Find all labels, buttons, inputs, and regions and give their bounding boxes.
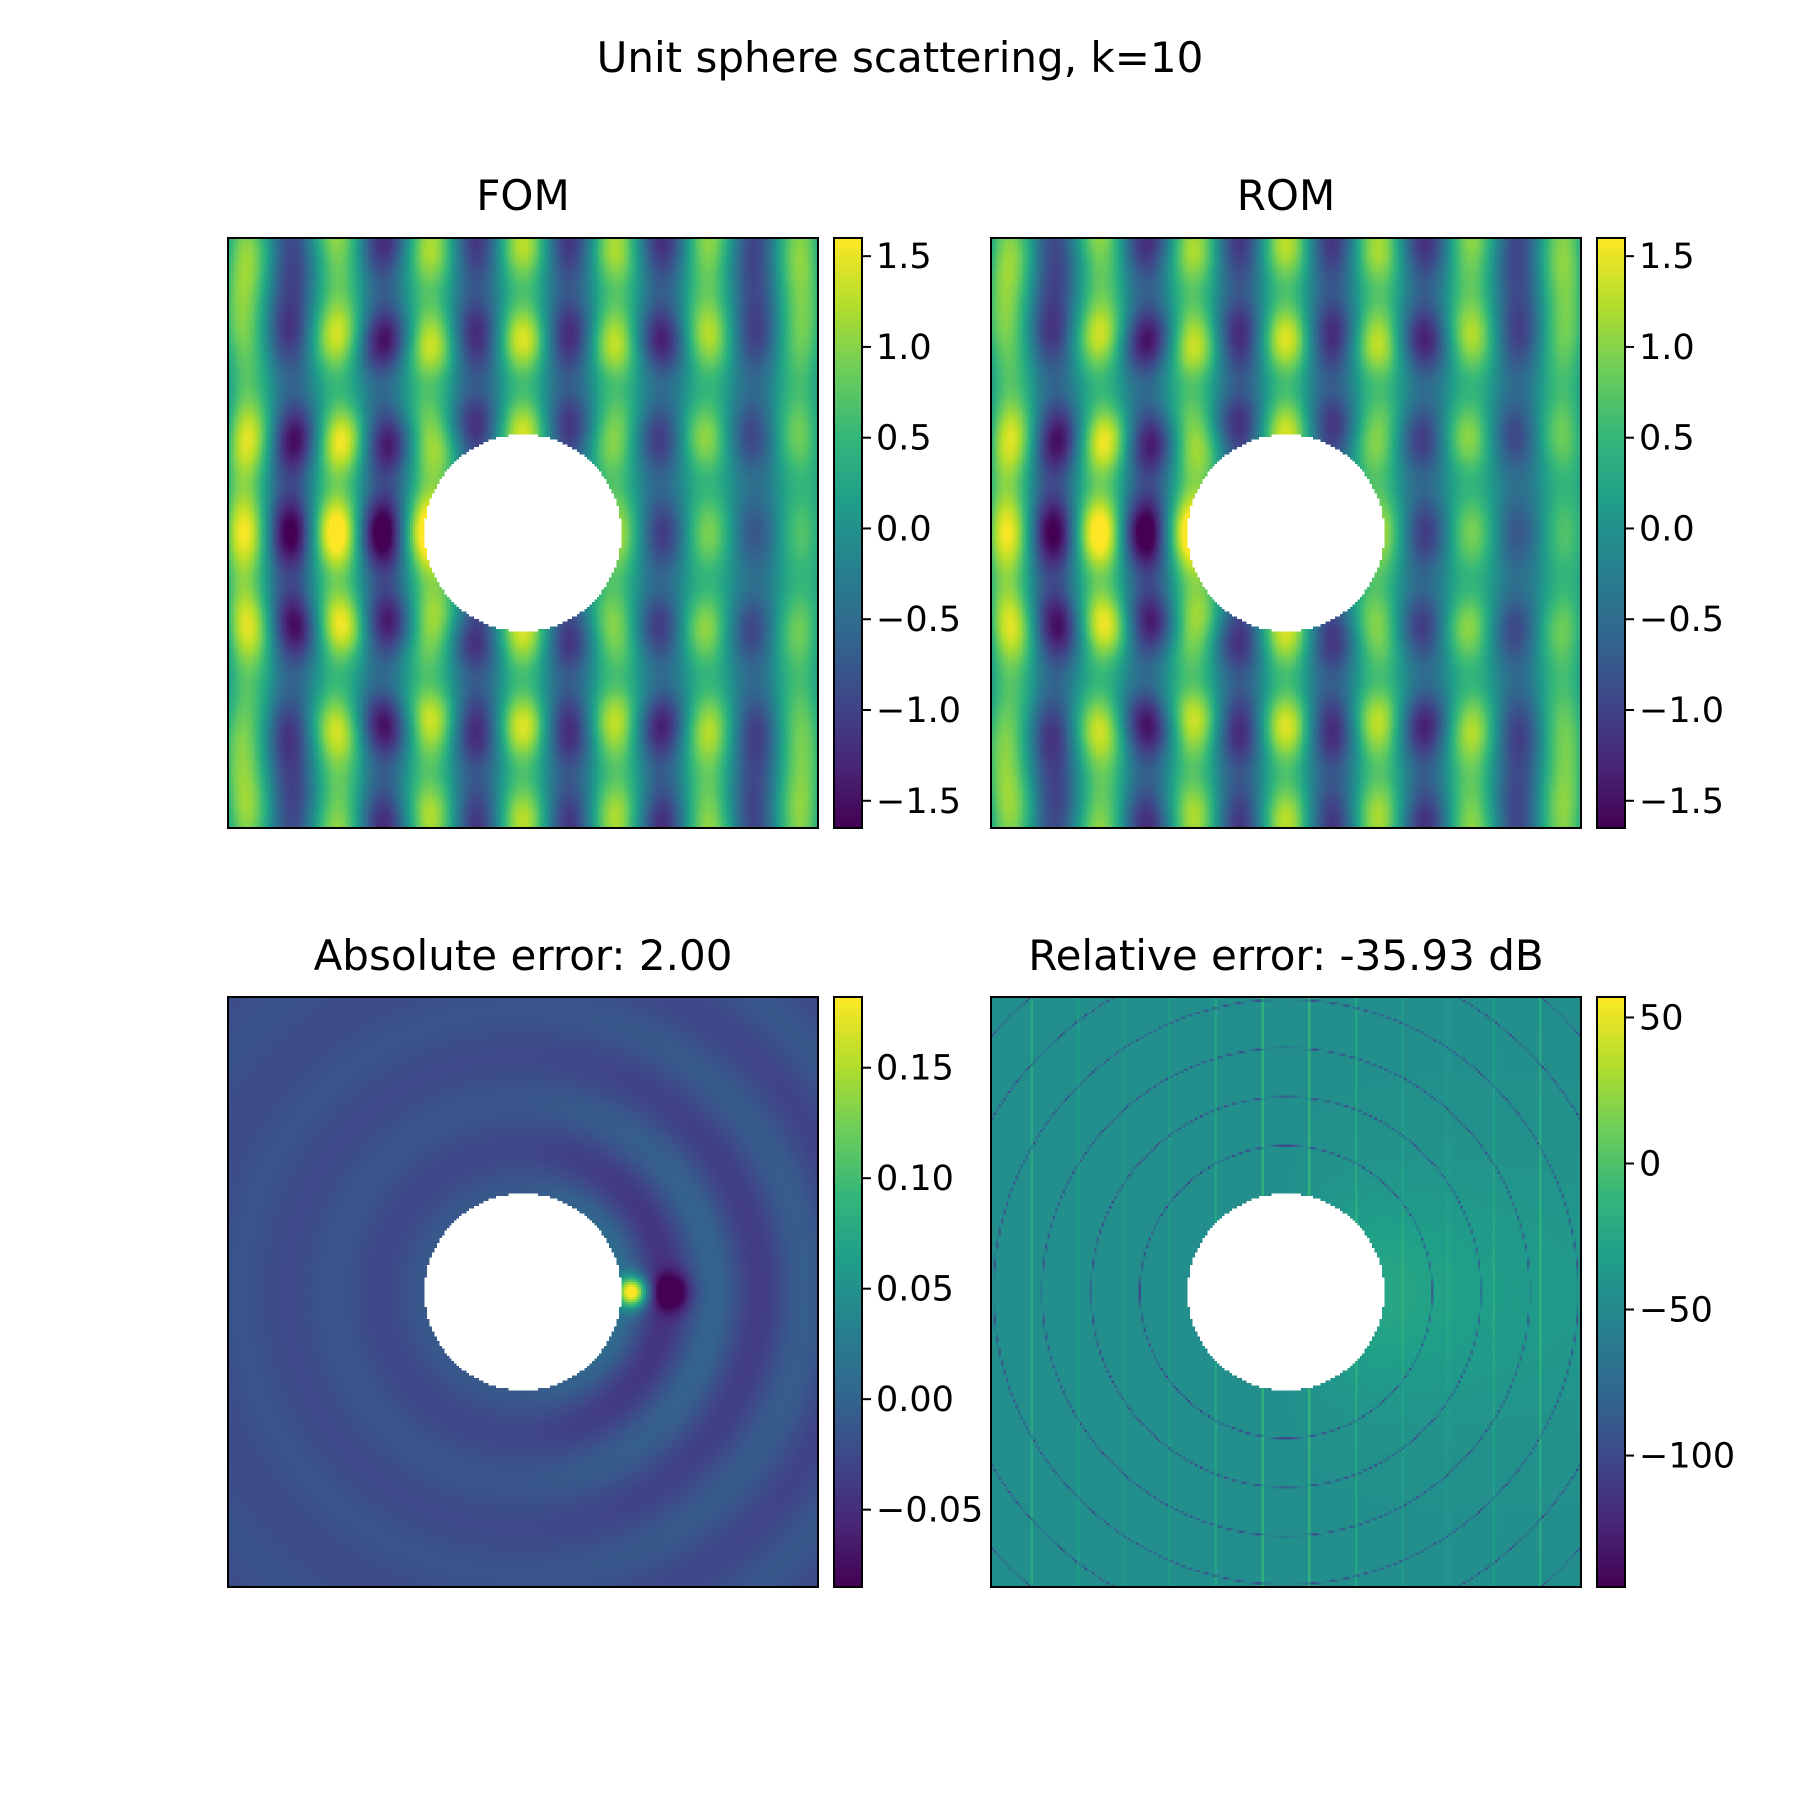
colorbar-tick-label: 1.5 <box>876 237 932 277</box>
colorbar-tick-label: 0.10 <box>876 1159 954 1199</box>
colorbar-tick-label: −0.5 <box>1639 600 1724 640</box>
colorbar <box>1596 237 1626 829</box>
colorbar-tick-label: 0.00 <box>876 1380 954 1420</box>
panel-title: FOM <box>476 171 569 220</box>
colorbar-tick-label: −0.5 <box>876 600 961 640</box>
panels: FOM 1.5 1.0 0.5 0.0 −0.5 −1.0 −1.5 ROM 1.5 1.0 0.5 0… <box>227 171 1735 1588</box>
colorbar-tick-label: 0.0 <box>876 509 932 549</box>
colorbar-tick-label: −100 <box>1639 1437 1735 1477</box>
colorbar-tick-label: −1.5 <box>1639 782 1724 822</box>
colorbar-tick-label: 0.5 <box>1639 419 1695 459</box>
colorbar <box>833 996 863 1588</box>
colorbar <box>1596 996 1626 1588</box>
panel-title: ROM <box>1237 171 1335 220</box>
colorbar-tick-label: 1.0 <box>1639 328 1695 368</box>
colorbar-tick-label: 0.0 <box>1639 509 1695 549</box>
colorbar-tick-label: 0.15 <box>876 1049 954 1089</box>
colorbar-tick-label: −1.0 <box>876 691 961 731</box>
panel-3: Absolute error: 2.00 0.15 0.10 0.05 0.00 −0.0… <box>227 931 983 1588</box>
panel-2: ROM 1.5 1.0 0.5 0.0 −0.5 −1.0 −1.5 <box>990 171 1724 829</box>
panel-4: Relative error: -35.93 dB 50 0 −50 −100 <box>990 931 1735 1588</box>
colorbar-tick-label: −0.05 <box>876 1491 983 1531</box>
heatmap-image <box>228 997 818 1587</box>
axes-frame <box>227 996 819 1588</box>
colorbar-tick-label: 50 <box>1639 998 1684 1038</box>
colorbar-tick-label: 0 <box>1639 1144 1661 1184</box>
axes-frame <box>990 237 1582 829</box>
panel-title: Absolute error: 2.00 <box>314 931 733 980</box>
heatmap-image <box>991 238 1581 828</box>
heatmap-image <box>991 997 1581 1587</box>
colorbar-tick-label: −50 <box>1639 1291 1713 1331</box>
panel-1: FOM 1.5 1.0 0.5 0.0 −0.5 −1.0 −1.5 <box>227 171 961 829</box>
colorbar-tick-label: −1.0 <box>1639 691 1724 731</box>
figure-title: Unit sphere scattering, k=10 <box>597 33 1204 82</box>
colorbar-tick-label: 0.5 <box>876 419 932 459</box>
colorbar-tick-label: 0.05 <box>876 1270 954 1310</box>
heatmap-image <box>228 238 818 828</box>
colorbar <box>833 237 863 829</box>
colorbar-tick-label: 1.0 <box>876 328 932 368</box>
colorbar-tick-label: −1.5 <box>876 782 961 822</box>
colorbar-tick-label: 1.5 <box>1639 237 1695 277</box>
axes-frame <box>227 237 819 829</box>
axes-frame <box>990 996 1582 1588</box>
panel-title: Relative error: -35.93 dB <box>1028 931 1543 980</box>
